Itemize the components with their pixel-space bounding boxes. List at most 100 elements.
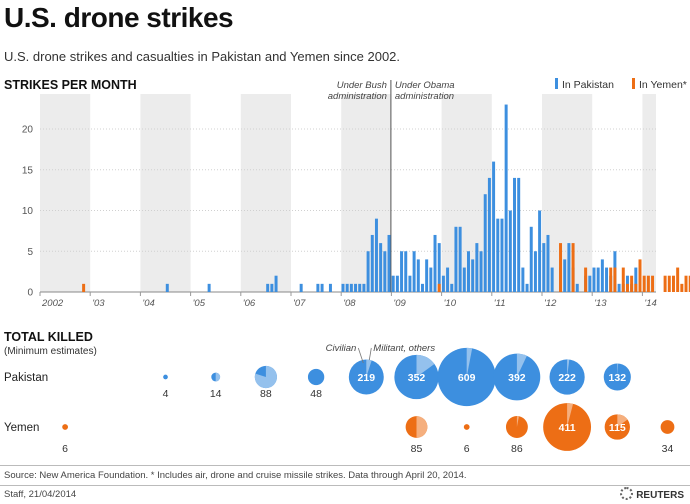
pakistan-civilian-wedge-2006 — [254, 365, 277, 389]
annotation-bush-line1: Under Bush — [337, 80, 387, 91]
page-title: U.S. drone strikes — [4, 2, 234, 33]
x-tick-label-14: '14 — [644, 298, 656, 309]
y-tick-label-10: 10 — [22, 206, 34, 217]
pakistan-bar-85 — [395, 275, 399, 292]
pakistan-bubble-label-2009: 352 — [408, 372, 426, 384]
pakistan-bubble-2013 — [603, 363, 631, 391]
pakistan-civilian-wedge-2011 — [516, 353, 527, 377]
yemen-bar-150 — [667, 275, 671, 292]
pakistan-bar-122 — [550, 267, 554, 292]
pakistan-bar-138 — [617, 283, 621, 292]
killed-section-title: TOTAL KILLED — [4, 330, 93, 344]
yemen-bar-137 — [613, 267, 617, 292]
x-tick-label-07: '07 — [293, 298, 306, 309]
y-tick-label-5: 5 — [27, 247, 33, 258]
pakistan-bar-100 — [458, 226, 462, 292]
pakistan-bar-76 — [358, 283, 362, 292]
pakistan-bar-95 — [437, 243, 441, 292]
annotation-obama-line1: Under Obama — [395, 80, 455, 91]
pakistan-bar-75 — [354, 283, 358, 292]
source-note: Source: New America Foundation. * Includ… — [4, 470, 467, 481]
pakistan-bar-133 — [596, 267, 600, 292]
pakistan-bar-120 — [542, 243, 546, 292]
pakistan-bar-98 — [450, 283, 454, 292]
pakistan-bar-56 — [274, 275, 278, 292]
yemen-bar-155 — [688, 275, 690, 292]
yemen-bubble-2002 — [62, 424, 68, 430]
pakistan-bar-117 — [529, 226, 533, 292]
pakistan-bar-105 — [479, 251, 483, 292]
shaded-year-2002 — [40, 94, 91, 292]
pakistan-civilian-wedge-2008 — [366, 359, 372, 377]
footer-divider-2 — [0, 485, 690, 486]
pakistan-civilian-wedge-2009 — [416, 354, 435, 377]
pakistan-bar-101 — [462, 267, 466, 292]
pakistan-bubble-2004 — [163, 374, 168, 380]
strikes-section-title: STRIKES PER MONTH — [4, 78, 137, 92]
pakistan-bar-104 — [475, 243, 479, 292]
shaded-year-2006 — [240, 94, 291, 292]
pakistan-bubble-label-2011: 392 — [508, 372, 526, 384]
pakistan-civilian-wedge-2005 — [215, 372, 221, 382]
shaded-year-2012 — [542, 94, 593, 292]
pakistan-bar-67 — [320, 283, 324, 292]
legend-pakistan-swatch — [555, 78, 558, 89]
x-tick-label-03: '03 — [92, 298, 105, 309]
yemen-bar-146 — [651, 275, 655, 292]
pakistan-bar-113 — [513, 177, 516, 292]
yemen-bar-140 — [625, 283, 629, 292]
yemen-bar-151 — [671, 275, 675, 292]
pakistan-bar-74 — [349, 283, 353, 292]
x-tick-label-04: '04 — [142, 298, 154, 309]
pakistan-bar-94 — [433, 234, 437, 292]
legend-yemen-swatch — [632, 78, 635, 89]
pakistan-bar-126 — [567, 243, 571, 292]
yemen-bar-142 — [634, 283, 638, 292]
pakistan-bar-128 — [575, 283, 579, 292]
pakistan-bubble-label-2012: 222 — [558, 372, 576, 384]
yemen-bar-143 — [638, 259, 642, 292]
yemen-bubble-2014 — [660, 420, 675, 434]
x-tick-label-12: '12 — [544, 298, 557, 309]
pakistan-bar-80 — [374, 218, 378, 292]
pakistan-bar-107 — [487, 177, 491, 292]
x-tick-label-13: '13 — [594, 298, 607, 309]
staff-credit: Staff, 21/04/2014 — [4, 489, 77, 500]
pakistan-bar-97 — [446, 267, 450, 292]
pakistan-bar-54 — [266, 283, 270, 292]
yemen-bar-141 — [630, 275, 634, 292]
x-tick-label-2002: 2002 — [41, 298, 64, 309]
yemen-bar-153 — [680, 283, 684, 292]
legend-civilian-label: Civilian — [326, 343, 357, 354]
annotation-bush-line2: administration — [328, 91, 387, 102]
pakistan-bar-88 — [408, 275, 412, 292]
pakistan-bar-125 — [563, 259, 567, 292]
pakistan-bar-73 — [345, 283, 349, 292]
pakistan-bar-111 — [504, 104, 508, 292]
pakistan-civilian-wedge-2013 — [617, 363, 619, 377]
pakistan-bar-84 — [391, 275, 395, 292]
pakistan-bar-114 — [517, 177, 521, 292]
pakistan-bar-86 — [400, 251, 404, 292]
y-tick-label-20: 20 — [22, 125, 34, 136]
pakistan-bar-116 — [525, 283, 529, 292]
x-tick-label-06: '06 — [243, 298, 256, 309]
pakistan-civilian-wedge-2010 — [466, 347, 473, 377]
pakistan-bubble-label-2008: 219 — [358, 372, 376, 384]
pakistan-bar-66 — [316, 283, 320, 292]
pakistan-bar-79 — [370, 234, 374, 292]
pakistan-bar-115 — [521, 267, 525, 292]
yemen-bar-10 — [82, 283, 86, 292]
killed-section-note: (Minimum estimates) — [4, 346, 97, 357]
pakistan-bar-82 — [383, 251, 387, 292]
reuters-wordmark: REUTERS — [636, 490, 684, 501]
yemen-bubble-label-2010: 6 — [464, 443, 470, 455]
yemen-bar-152 — [676, 267, 680, 292]
pakistan-bar-142 — [634, 267, 638, 292]
yemen-bar-139 — [621, 267, 625, 292]
pakistan-bar-103 — [471, 259, 475, 292]
legend-militant-label: Militant, others — [373, 343, 435, 354]
pakistan-bar-102 — [467, 251, 470, 292]
pakistan-bar-81 — [379, 243, 383, 292]
x-tick-label-09: '09 — [393, 298, 406, 309]
